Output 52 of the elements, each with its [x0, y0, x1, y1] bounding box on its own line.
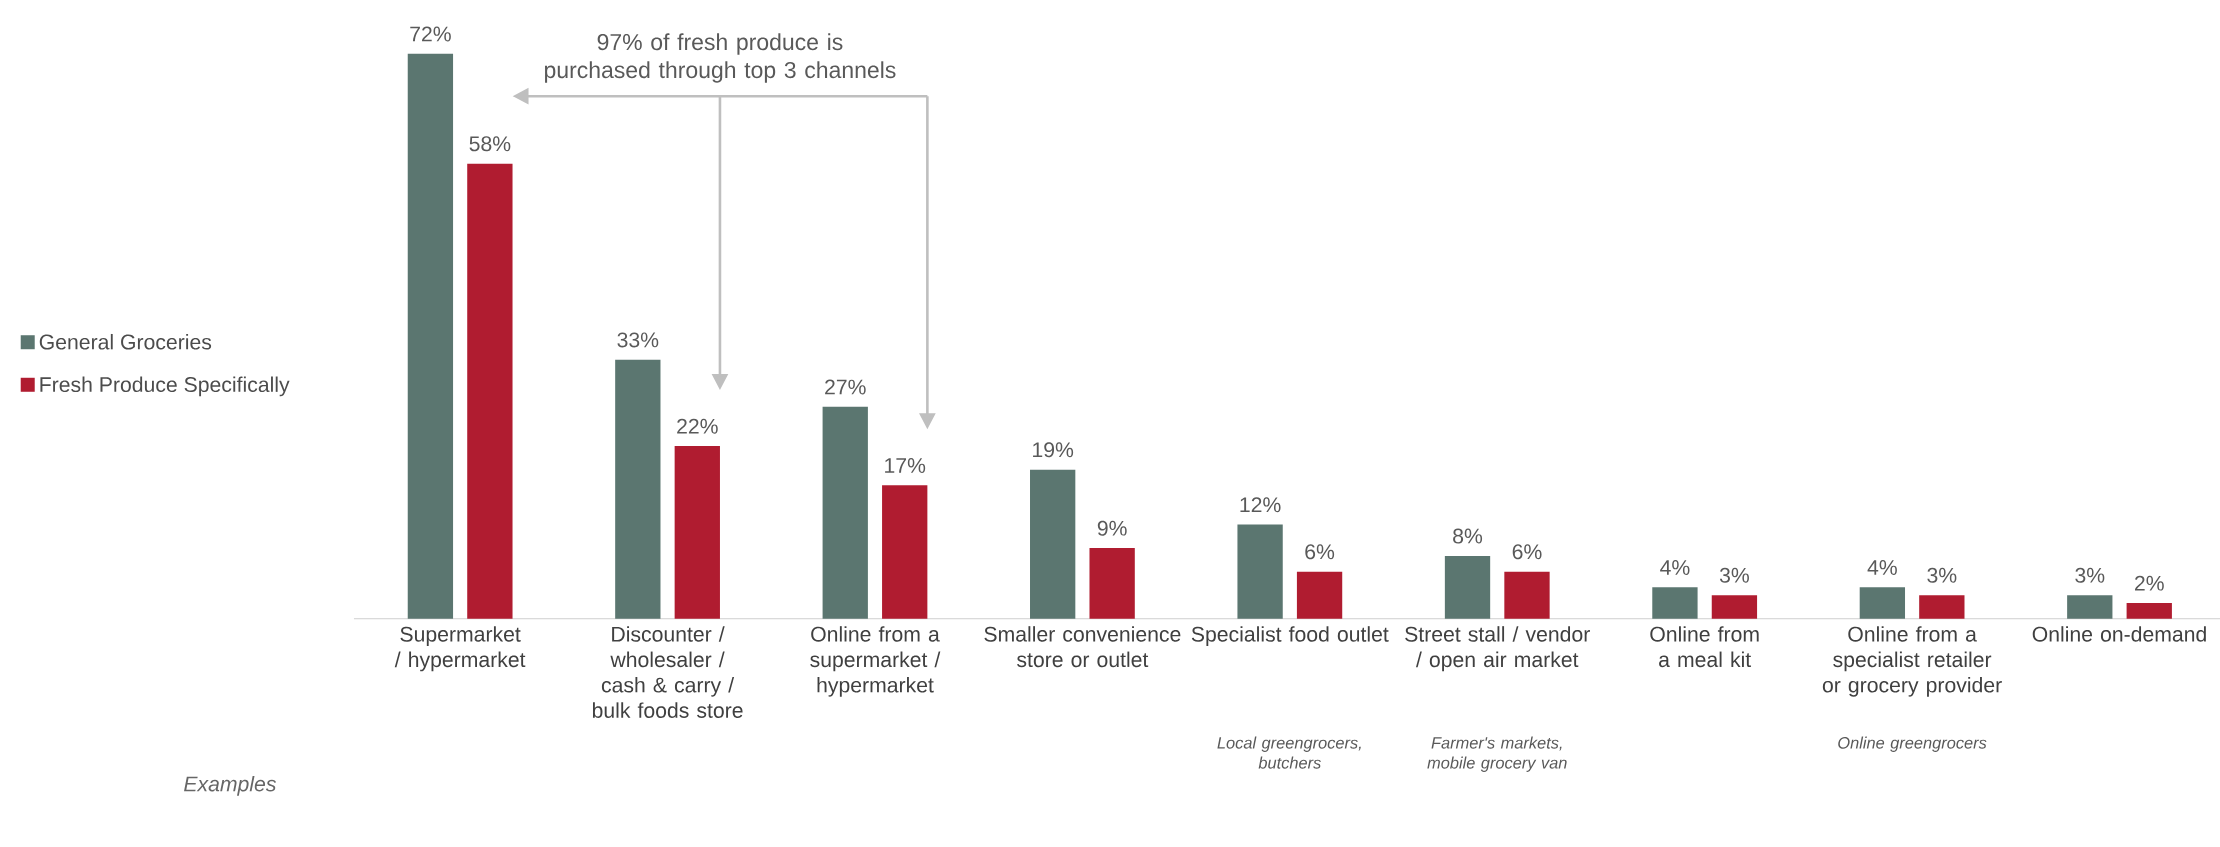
annotation: 97% of fresh produce is purchased through top 3 channels: [544, 33, 896, 83]
bar: [1504, 571, 1550, 619]
data-label: 58%: [469, 136, 511, 152]
legend-label: Fresh Produce Specifically: [40, 376, 290, 397]
x-tick-label: Discounter / wholesaler / cash & carry / bulk foods store: [592, 626, 743, 719]
data-label: 8%: [1453, 528, 1483, 544]
text: Local greengrocers, butchers: [1217, 736, 1361, 769]
data-label: 17%: [885, 458, 926, 474]
bar: [1919, 595, 1965, 619]
data-label: 27%: [825, 379, 866, 395]
x-tick-label: Smaller convenience store or outlet: [984, 626, 1181, 668]
text: Examples: [184, 776, 276, 796]
bar: [1652, 587, 1698, 619]
data-label: 3%: [1719, 567, 1749, 583]
text: Farmer's markets, mobile grocery van: [1427, 736, 1567, 773]
data-label: 4%: [1867, 560, 1897, 576]
bar: [1711, 595, 1758, 619]
data-label: 2%: [2135, 575, 2164, 591]
bar: [1444, 556, 1491, 619]
x-tick-label: Online on-demand: [2032, 626, 2206, 642]
data-label: 12%: [1240, 497, 1281, 513]
data-label: 3%: [2075, 567, 2105, 583]
x-tick-label: Online from a meal kit: [1650, 626, 1759, 668]
data-label: 72%: [410, 26, 451, 42]
bar: [1030, 469, 1076, 619]
data-label: 22%: [677, 418, 718, 434]
bar: [467, 163, 513, 619]
legend-label: General Groceries: [39, 334, 212, 350]
data-label: 33%: [617, 332, 659, 348]
data-label: 4%: [1660, 560, 1690, 576]
data-label: 3%: [1927, 567, 1957, 583]
x-tick-label: Street stall / vendor / open air market: [1405, 626, 1590, 672]
x-tick-label: Online from a supermarket / hypermarket: [810, 626, 941, 697]
x-tick-label: Online from a specialist retailer or grocery provider: [1822, 626, 2002, 697]
data-label: 6%: [1512, 544, 1542, 560]
bar: [1296, 571, 1343, 619]
bar: [1089, 548, 1135, 619]
data-label: 6%: [1305, 544, 1335, 560]
bar: [1859, 587, 1906, 619]
bar: [1237, 524, 1283, 619]
bar: [2067, 595, 2113, 619]
bar: [407, 53, 454, 619]
data-label: 9%: [1097, 520, 1127, 536]
data-label: 19%: [1033, 442, 1074, 458]
x-tick-label: Specialist food outlet: [1191, 626, 1389, 647]
text: Online greengrocers: [1838, 736, 1987, 753]
bar: [882, 485, 928, 619]
bar: [822, 407, 868, 619]
bar: [674, 446, 720, 619]
x-tick-label: Supermarket / hypermarket: [394, 626, 526, 672]
bar: [615, 359, 661, 619]
bar: [2126, 603, 2172, 619]
